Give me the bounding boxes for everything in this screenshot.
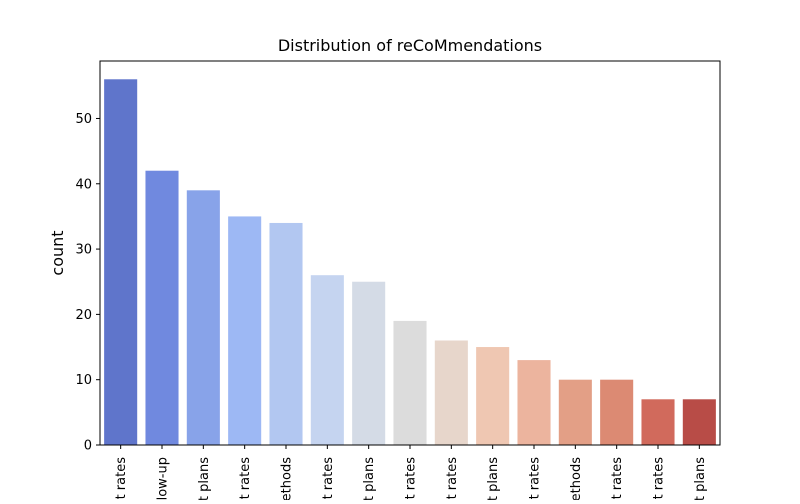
bar (641, 399, 675, 445)
y-tick-label: 0 (84, 439, 92, 454)
y-tick-label: 50 (75, 112, 92, 127)
y-tick-label: 30 (75, 243, 92, 258)
bars-group (104, 79, 716, 445)
chart-title: Distribution of reCoMmendations (278, 36, 542, 55)
bar (104, 79, 138, 445)
x-tick-label: t rates (238, 457, 253, 500)
y-axis-label: count (48, 230, 67, 275)
bar (558, 379, 592, 445)
bar (682, 399, 716, 445)
x-tick-label: t plans (362, 457, 377, 500)
x-tick-label: t rates (528, 457, 543, 500)
x-tick-label: t rates (610, 457, 625, 500)
x-tick-label: t plans (197, 457, 212, 500)
plot-frame (99, 60, 721, 446)
bar (434, 340, 468, 445)
bar (145, 170, 179, 445)
x-tick-label: llow-up (156, 457, 171, 500)
x-tick-label: t rates (445, 457, 460, 500)
y-tick-label: 20 (75, 308, 92, 323)
y-tick-label: 40 (75, 177, 92, 192)
y-axis: 0 10 20 30 40 50 (75, 112, 100, 454)
x-tick-label: t rates (652, 457, 667, 500)
bar (310, 275, 344, 445)
x-axis: t rates llow-up t plans t rates ethods t rate… (114, 445, 708, 504)
bar (228, 216, 262, 445)
x-tick-label: t plans (486, 457, 501, 500)
x-tick-label: t plans (693, 457, 708, 500)
bar (517, 360, 551, 445)
bar (352, 281, 386, 445)
x-tick-label: t rates (114, 457, 129, 500)
bar (393, 320, 427, 445)
bar (186, 190, 220, 445)
y-tick-label: 10 (75, 373, 92, 388)
x-tick-label: t rates (404, 457, 419, 500)
bar (476, 347, 510, 445)
x-tick-label: ethods (569, 457, 584, 500)
bar (269, 222, 303, 445)
x-tick-label: ethods (280, 457, 295, 500)
x-tick-label: t rates (321, 457, 336, 500)
bar (600, 379, 634, 445)
